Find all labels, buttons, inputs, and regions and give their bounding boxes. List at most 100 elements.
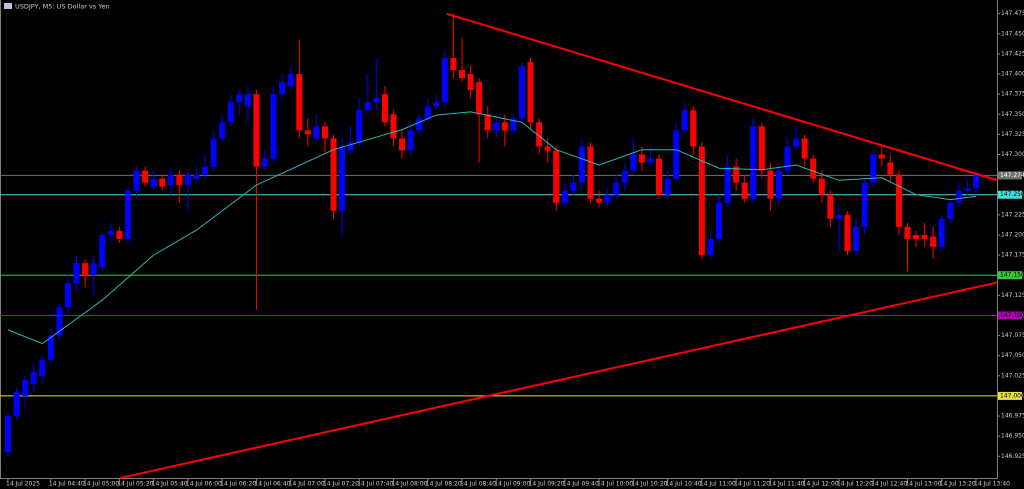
candle-body: [664, 178, 671, 195]
candle-body: [159, 178, 166, 187]
candle-body: [681, 110, 688, 131]
candle-body: [895, 174, 902, 227]
candle-body: [467, 74, 474, 91]
x-tick-label: 14 Jul 05:00: [83, 481, 119, 488]
level-label: 147.274: [1000, 172, 1024, 179]
level-label: 147.250: [1000, 191, 1024, 198]
candle-body: [775, 170, 782, 199]
candle-body: [673, 130, 680, 179]
x-tick-label: 14 Jul 07:40: [357, 481, 393, 488]
x-tick-label: 14 Jul 08:20: [426, 481, 462, 488]
moving-average: [7, 111, 977, 345]
candle-body: [921, 234, 928, 239]
candle-body: [244, 94, 251, 107]
candle-body: [501, 122, 508, 131]
x-tick-label: 14 Jul 11:00: [700, 481, 736, 488]
candle-body: [861, 182, 868, 227]
candle-body: [835, 214, 842, 219]
candle-body: [938, 218, 945, 248]
y-tick-label: 147.125: [1001, 292, 1024, 299]
candle-body: [219, 122, 226, 139]
x-tick-label: 14 Jul 07:20: [323, 481, 359, 488]
candle-body: [116, 230, 123, 239]
y-tick-label: 147.225: [1001, 211, 1024, 218]
candle-body: [758, 126, 765, 171]
candle-body: [47, 335, 54, 360]
candle-body: [493, 122, 500, 131]
candle-body: [424, 106, 431, 119]
candle-body: [124, 190, 131, 239]
candle-body: [339, 146, 346, 211]
candle-body: [484, 114, 491, 131]
level-tag: [998, 171, 1022, 180]
candle-body: [930, 236, 937, 248]
candle-body: [716, 202, 723, 239]
candle-body: [56, 307, 63, 336]
x-tick-label: 14 Jul 08:40: [460, 481, 496, 488]
candle-body: [964, 188, 971, 191]
candle-body: [724, 166, 731, 203]
candle-body: [518, 65, 525, 119]
candle-body: [733, 166, 740, 183]
candle-body: [707, 239, 714, 256]
candle-body: [870, 154, 877, 183]
candle-body: [142, 170, 149, 183]
y-tick-label: 147.175: [1001, 252, 1024, 259]
candle-body: [570, 182, 577, 191]
candle-body: [73, 263, 80, 284]
level-label: 147.150: [1000, 272, 1024, 279]
candle-body: [801, 138, 808, 159]
candle-body: [844, 214, 851, 252]
chart-title: USDJPY, M5: US Dollar vs Yen: [15, 3, 109, 11]
y-tick-label: 147.200: [1001, 231, 1024, 238]
candle-body: [99, 234, 106, 268]
y-tick-label: 146.950: [1001, 433, 1024, 440]
candle-body: [64, 283, 71, 308]
candle-body: [236, 94, 243, 103]
candle-body: [621, 170, 628, 183]
candle-body: [279, 82, 286, 95]
candle-body: [510, 118, 517, 131]
y-tick-label: 147.025: [1001, 372, 1024, 379]
x-tick-label: 14 Jul 10:20: [631, 481, 667, 488]
candle-body: [827, 194, 834, 219]
candle-body: [261, 158, 268, 167]
candle-body: [698, 146, 705, 256]
candle-body: [39, 359, 46, 376]
candle-body: [741, 182, 748, 199]
x-tick-label: 14 Jul 05:40: [152, 481, 188, 488]
candle-body: [630, 154, 637, 171]
x-tick-label: 14 Jul 11:20: [734, 481, 770, 488]
candle-body: [536, 122, 543, 147]
candle-body: [270, 94, 277, 159]
candle-body: [587, 146, 594, 199]
candle-body: [13, 391, 20, 417]
x-tick-label: 14 Jul 06:00: [186, 481, 222, 488]
trend-line: [120, 281, 998, 479]
x-tick-label: 14 Jul 12:40: [871, 481, 907, 488]
candle-body: [656, 158, 663, 195]
candle-body: [90, 263, 97, 276]
x-tick-label: 14 Jul 09:20: [529, 481, 565, 488]
x-tick-label: 14 Jul 09:00: [494, 481, 530, 488]
y-tick-label: 147.350: [1001, 111, 1024, 118]
level-tag: [998, 190, 1022, 199]
candle-body: [399, 138, 406, 151]
candle-body: [690, 110, 697, 147]
y-tick-label: 147.400: [1001, 71, 1024, 78]
candle-body: [407, 130, 414, 151]
candle-body: [381, 94, 388, 123]
candle-body: [321, 126, 328, 139]
y-tick-label: 147.425: [1001, 50, 1024, 57]
candle-body: [167, 174, 174, 186]
y-tick-label: 147.450: [1001, 30, 1024, 37]
candle-body: [561, 190, 568, 203]
candle-body: [767, 170, 774, 199]
candle-body: [527, 61, 534, 123]
candle-body: [433, 102, 440, 107]
x-tick-label: 14 Jul 06:20: [220, 481, 256, 488]
candle-body: [810, 158, 817, 179]
candle-body: [887, 162, 894, 175]
